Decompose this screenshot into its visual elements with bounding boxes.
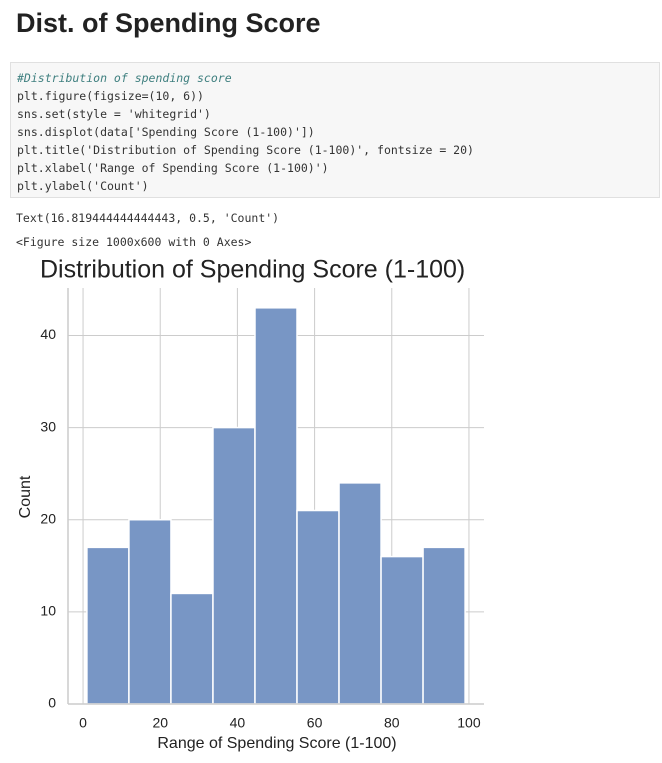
- heading: Dist. of Spending Score: [16, 8, 321, 38]
- bar: [296, 509, 340, 705]
- x-axis-label: Range of Spending Score (1-100): [157, 735, 396, 752]
- x-tick-label: 80: [384, 715, 400, 731]
- bar: [422, 546, 466, 705]
- x-tick-label: 100: [457, 715, 481, 731]
- bar: [212, 426, 256, 705]
- code-line: sns.set(style = 'whitegrid'): [17, 107, 211, 121]
- x-tick-label: 0: [79, 715, 87, 731]
- code-line: plt.title('Distribution of Spending Scor…: [17, 143, 474, 157]
- y-tick-label: 40: [40, 326, 56, 342]
- y-axis-label: Count: [17, 475, 34, 518]
- code-line: sns.displot(data['Spending Score (1-100)…: [17, 125, 315, 139]
- bar: [128, 518, 172, 705]
- code-cell[interactable]: #Distribution of spending score plt.figur…: [10, 62, 660, 198]
- code-line: #Distribution of spending score: [17, 71, 232, 85]
- bar: [254, 307, 298, 705]
- bar: [338, 482, 382, 705]
- y-tick-label: 30: [40, 418, 56, 434]
- bar: [86, 546, 130, 705]
- chart: Distribution of Spending Score (1-100) R…: [17, 256, 484, 752]
- x-tick-label: 20: [152, 715, 168, 731]
- x-tick-label: 40: [230, 715, 246, 731]
- bar: [170, 592, 214, 705]
- code-line: plt.ylabel('Count'): [17, 179, 149, 193]
- code-line: plt.figure(figsize=(10, 6)): [17, 89, 204, 103]
- output-text: <Figure size 1000x600 with 0 Axes>: [16, 235, 252, 249]
- chart-title: Distribution of Spending Score (1-100): [40, 256, 465, 284]
- code-line: plt.xlabel('Range of Spending Score (1-1…: [17, 161, 329, 175]
- y-tick-label: 20: [40, 510, 56, 526]
- y-tick-label: 0: [48, 695, 56, 711]
- bar: [380, 555, 424, 705]
- output-text: Text(16.819444444444443, 0.5, 'Count'): [16, 211, 280, 225]
- y-tick-label: 10: [40, 603, 56, 619]
- x-tick-label: 60: [307, 715, 323, 731]
